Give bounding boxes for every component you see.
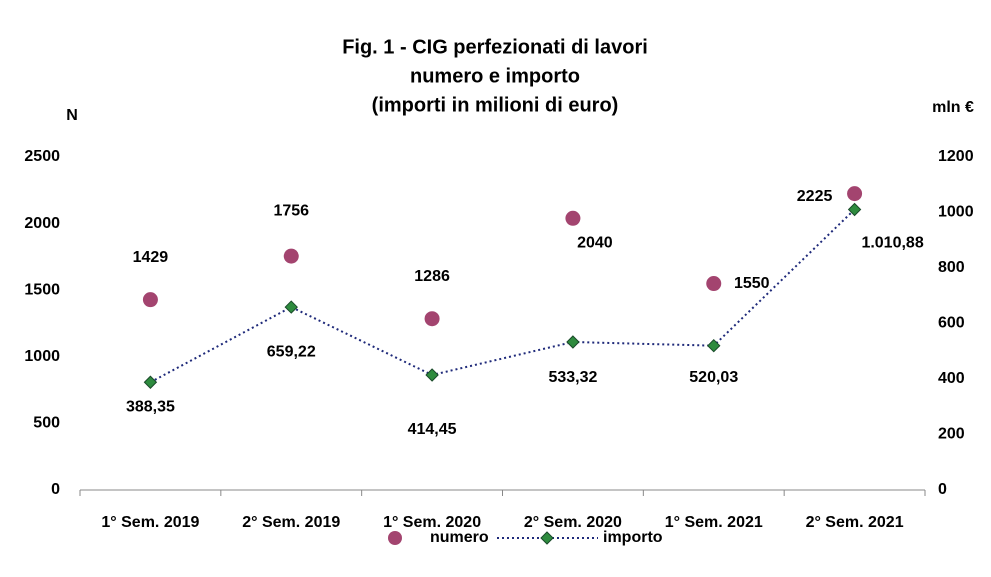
marker [847, 186, 863, 202]
marker [142, 292, 158, 308]
y-tick-label: 0 [51, 481, 60, 498]
marker [425, 368, 439, 382]
marker [424, 311, 440, 327]
y-axis-label: N [66, 107, 78, 124]
x-tick-label: 1° Sem. 2021 [665, 514, 763, 531]
chart-title: (importi in milioni di euro) [372, 94, 619, 116]
data-label: 520,03 [689, 369, 738, 386]
data-label: 659,22 [267, 343, 316, 360]
y2-tick-label: 800 [938, 259, 965, 276]
x-tick-label: 1° Sem. 2019 [101, 514, 199, 531]
marker [565, 210, 581, 226]
marker [566, 335, 580, 349]
data-label: 533,32 [548, 369, 597, 386]
data-label: 2225 [797, 188, 833, 205]
y-tick-label: 1500 [24, 281, 60, 298]
data-label: 1756 [273, 202, 309, 219]
marker [284, 300, 298, 314]
chart-title: Fig. 1 - CIG perfezionati di lavori [342, 36, 648, 58]
chart-title: numero e importo [410, 65, 580, 87]
line [149, 208, 856, 384]
y2-tick-label: 600 [938, 315, 965, 332]
data-label: 1286 [414, 268, 450, 285]
data-label: 388,35 [126, 398, 175, 415]
y2-tick-label: 1200 [938, 148, 974, 165]
y2-axis-label: mln € [932, 99, 974, 116]
legend-marker [388, 531, 402, 545]
data-label: 2040 [577, 234, 613, 251]
y-tick-label: 1000 [24, 348, 60, 365]
marker [707, 338, 721, 353]
legend-label: numero [430, 529, 489, 546]
x-tick-label: 2° Sem. 2021 [806, 514, 904, 531]
y-tick-label: 500 [33, 415, 60, 432]
y2-tick-label: 400 [938, 370, 965, 387]
y2-tick-label: 200 [938, 426, 965, 443]
y2-tick-label: 0 [938, 481, 947, 498]
x-tick-label: 2° Sem. 2019 [242, 514, 340, 531]
marker [706, 276, 722, 292]
data-label: 1550 [734, 275, 770, 292]
marker [283, 248, 299, 264]
marker [847, 202, 862, 217]
x-tick-label: 2° Sem. 2020 [524, 514, 622, 531]
y2-tick-label: 1000 [938, 204, 974, 221]
y-tick-label: 2500 [24, 148, 60, 165]
x-tick-label: 1° Sem. 2020 [383, 514, 481, 531]
data-label: 1.010,88 [861, 235, 923, 252]
legend-marker [540, 531, 554, 545]
data-label: 414,45 [408, 421, 457, 438]
legend-label: importo [603, 529, 663, 546]
marker [143, 375, 158, 389]
data-label: 1429 [133, 249, 169, 266]
y-tick-label: 2000 [24, 215, 60, 232]
